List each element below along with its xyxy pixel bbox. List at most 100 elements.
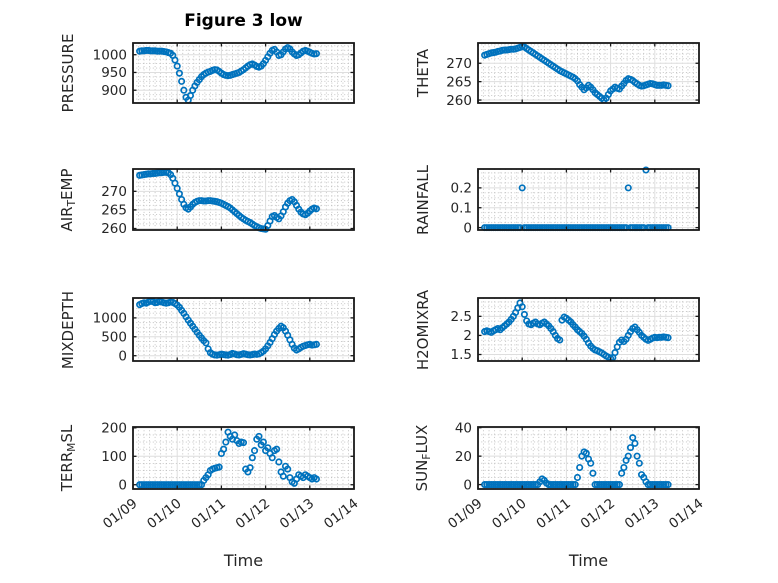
y-tick-labels: 900 950 1000: [93, 47, 127, 99]
subplot-terr-msl: 0 100 200 01/09 01/10 01/11 01/12 01/13 01/14 TE…: [58, 421, 362, 533]
y-axis-label-h2omixra: H2OMIXRA: [414, 289, 432, 369]
y-label-text: LUX: [413, 424, 432, 454]
y-label-text: H2OMIXRA: [414, 289, 432, 370]
axes-box: [132, 426, 355, 490]
y-tick-labels: 0 500 1000: [93, 311, 127, 365]
svg-text:0: 0: [463, 220, 472, 236]
plot-area-pressure: 900 950 1000: [93, 42, 355, 104]
svg-text:500: 500: [101, 330, 127, 346]
y-axis-label-rainfall: RAINFALL: [414, 165, 432, 235]
svg-text:20: 20: [455, 449, 472, 465]
major-grid: [133, 427, 354, 489]
plot-area-mixdepth: 0 500 1000: [93, 297, 355, 364]
svg-text:01/13: 01/13: [277, 496, 318, 533]
y-tick-labels: 260 265 270: [101, 184, 127, 237]
y-label-text: THETA: [414, 48, 432, 98]
svg-text:200: 200: [101, 421, 127, 437]
svg-text:265: 265: [446, 74, 472, 90]
axes-box: [132, 297, 355, 362]
data-markers: [136, 428, 320, 489]
tick-marks: [477, 298, 700, 361]
svg-text:0: 0: [463, 477, 472, 493]
tick-marks: [477, 43, 700, 103]
svg-text:01/12: 01/12: [233, 496, 274, 533]
y-label-subscript: M: [65, 442, 78, 452]
subplot-rainfall: 0 0.1 0.2 RAINFALL: [414, 165, 700, 236]
data-markers: [481, 434, 672, 489]
svg-text:0.2: 0.2: [451, 181, 472, 197]
axes-box: [477, 426, 700, 490]
svg-text:01/10: 01/10: [144, 496, 185, 533]
plot-area-theta: 260 265 270: [446, 42, 700, 109]
major-grid: [478, 43, 699, 103]
svg-text:2.5: 2.5: [451, 309, 472, 325]
svg-text:0: 0: [118, 348, 127, 364]
svg-text:01/13: 01/13: [622, 496, 663, 533]
plot-area-sun-flux: 0 20 40 01/09 01/10 01/11 01/12 01/13 01/14: [445, 420, 707, 532]
subplot-h2omixra: 1.5 2 2.5 H2OMIXRA: [414, 289, 700, 370]
svg-text:2: 2: [463, 328, 472, 344]
svg-text:260: 260: [446, 93, 472, 109]
svg-text:270: 270: [101, 184, 127, 200]
minor-grid: [478, 169, 699, 230]
plot-area-terr-msl: 0 100 200 01/09 01/10 01/11 01/12 01/13 01/14: [100, 421, 362, 533]
axes-box: [477, 297, 700, 362]
y-axis-label-theta: THETA: [414, 49, 432, 97]
svg-text:1000: 1000: [93, 47, 127, 63]
svg-text:1000: 1000: [93, 311, 127, 327]
data-markers: [136, 297, 320, 359]
svg-text:270: 270: [446, 56, 472, 72]
y-axis-label-terr-msl: TERRMSL: [58, 425, 78, 491]
y-label-text: SL: [58, 424, 77, 443]
y-label-subscript: T: [65, 199, 78, 206]
svg-text:0: 0: [118, 477, 127, 493]
y-label-text: AIR: [58, 205, 77, 231]
axes-box: [477, 168, 700, 231]
tick-marks: [132, 427, 355, 489]
subplot-theta: 260 265 270 THETA: [414, 42, 700, 109]
x-tick-labels: 01/09 01/10 01/11 01/12 01/13 01/14: [445, 496, 707, 533]
svg-text:100: 100: [101, 449, 127, 465]
data-markers: [136, 168, 320, 233]
data-markers: [481, 166, 672, 232]
major-grid: [478, 427, 699, 489]
data-markers: [481, 299, 672, 362]
y-label-text: TERR: [58, 451, 77, 492]
tick-marks: [132, 298, 355, 361]
subplot-mixdepth: 0 500 1000 MIXDEPTH: [59, 290, 355, 369]
svg-text:01/11: 01/11: [188, 496, 229, 533]
figure-title: Figure 3 low: [184, 11, 303, 31]
svg-text:260: 260: [101, 221, 127, 237]
subplot-sun-flux: 0 20 40 01/09 01/10 01/11 01/12 01/13 01/14 SUNF…: [413, 420, 707, 532]
subplot-air-temp: 260 265 270 AIRTEMP: [58, 168, 355, 237]
tick-marks: [477, 427, 700, 489]
tick-marks: [477, 169, 700, 230]
y-label-text: SUN: [413, 459, 432, 492]
plot-area-rainfall: 0 0.1 0.2: [451, 166, 700, 236]
x-axis-title-right: Time: [568, 551, 609, 570]
minor-grid: [478, 298, 699, 361]
svg-text:01/14: 01/14: [321, 496, 362, 533]
minor-grid: [478, 427, 699, 489]
y-axis-label-sun-flux: SUNFLUX: [413, 425, 433, 492]
data-markers: [481, 43, 672, 104]
svg-text:01/09: 01/09: [100, 496, 141, 533]
y-label-text: RAINFALL: [414, 164, 432, 235]
x-tick-labels: 01/09 01/10 01/11 01/12 01/13 01/14: [100, 496, 362, 533]
x-axis-title-left: Time: [223, 551, 264, 570]
plot-area-air-temp: 260 265 270: [101, 168, 355, 237]
y-label-text: MIXDEPTH: [59, 290, 77, 369]
y-axis-label-air-temp: AIRTEMP: [58, 168, 78, 231]
svg-text:01/09: 01/09: [445, 496, 486, 533]
svg-text:40: 40: [455, 420, 472, 436]
y-axis-label-pressure: PRESSURE: [59, 34, 77, 113]
svg-text:900: 900: [101, 83, 127, 99]
y-tick-labels: 0 100 200: [101, 421, 127, 494]
data-markers: [136, 44, 320, 104]
y-axis-label-mixdepth: MIXDEPTH: [59, 290, 77, 368]
svg-text:01/11: 01/11: [533, 496, 574, 533]
svg-text:01/14: 01/14: [666, 496, 707, 533]
y-label-text: EMP: [58, 168, 77, 200]
svg-text:1.5: 1.5: [451, 347, 472, 363]
